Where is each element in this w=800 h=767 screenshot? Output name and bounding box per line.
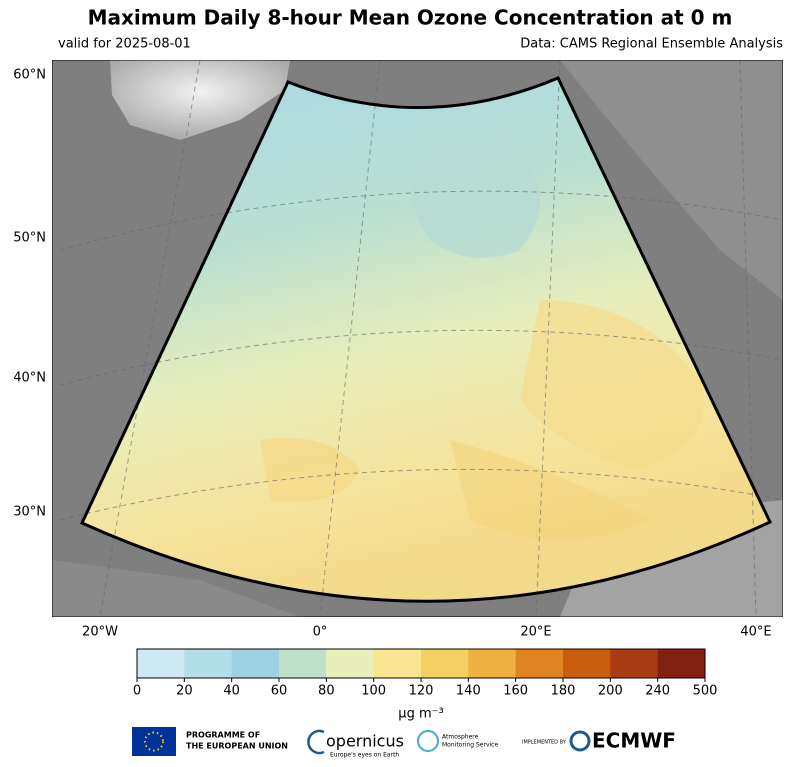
colorbar-tick-label: 120 [409,684,434,699]
colorbar-tick-label: 200 [598,684,623,699]
colorbar-unit: μg m⁻³ [398,707,443,722]
colorbar-bin [137,649,185,678]
lat-label: 50°N [13,231,46,246]
colorbar-bin [231,649,280,678]
colorbar-tick-label: 80 [318,684,335,699]
colorbar-tick-label: 60 [271,684,288,699]
colorbar-tick-label: 500 [693,684,718,699]
colorbar-bin [279,649,327,678]
colorbar-tick-label: 140 [456,684,481,699]
data-source: Data: CAMS Regional Ensemble Analysis [520,37,783,52]
ecmwf-icon [569,730,591,752]
colorbar: 0 20 40 60 80 100 120 140 160 180 200 240 500 [133,648,718,699]
title: Maximum Daily 8-hour Mean Ozone Concentr… [88,6,733,30]
map [52,60,783,617]
scandinavia [412,132,540,258]
colorbar-bin [515,649,564,678]
graticule [59,329,783,386]
copernicus-tag: Europe's eyes on Earth [330,752,399,759]
lat-label: 30°N [13,505,46,520]
colorbar-bin [657,649,706,678]
mediterranean [450,440,650,540]
colorbar-tick-label: 180 [551,684,576,699]
copernicus-text: opernicus [326,732,404,751]
lon-label: 20°E [520,625,551,640]
domain-outline [79,76,773,603]
lat-label: 40°N [13,371,46,386]
graticule [59,468,783,521]
eu-stars [144,731,164,752]
graticule [739,60,757,617]
graticule [319,60,381,617]
colorbar-bin [421,649,469,678]
colorbar-bin [468,649,516,678]
iberia [260,438,360,502]
colorbar-tick-label: 160 [503,684,528,699]
implemented-text: IMPLEMENTED BY [522,740,567,746]
colorbar-tick-label: 40 [223,684,240,699]
colorbar-tick-label: 20 [176,684,193,699]
graticule [535,60,561,617]
greenland [110,60,290,140]
lon-label: 20°W [82,625,118,640]
cams-icon [417,730,439,752]
cams-text: Monitoring Service [442,742,498,749]
eu-text: PROGRAMME OF [186,731,260,740]
colorbar-bin [373,649,422,678]
colorbar-bin [610,649,658,678]
colorbar-bin [563,649,611,678]
footer-logos: PROGRAMME OF THE EUROPEAN UNION opernicu… [132,727,676,759]
lon-label: 40°E [740,625,771,640]
graticule [59,190,783,251]
graticule [99,60,201,617]
eastern-field [520,300,704,470]
colorbar-bin [184,649,232,678]
colorbar-bin [326,649,374,678]
colorbar-tick-label: 240 [645,684,670,699]
colorbar-tick-label: 100 [361,684,386,699]
ecmwf-text: ECMWF [592,729,676,753]
land-east [560,60,783,300]
lon-label: 0° [313,625,328,640]
lat-label: 60°N [13,68,46,83]
copernicus-c [307,729,325,755]
cams-text: Atmosphere [442,734,479,741]
eu-text: THE EUROPEAN UNION [186,742,288,751]
land-southwest [52,560,300,617]
valid-date: valid for 2025-08-01 [58,37,191,52]
colorbar-tick-label: 0 [133,684,141,699]
eu-flag [132,727,176,756]
